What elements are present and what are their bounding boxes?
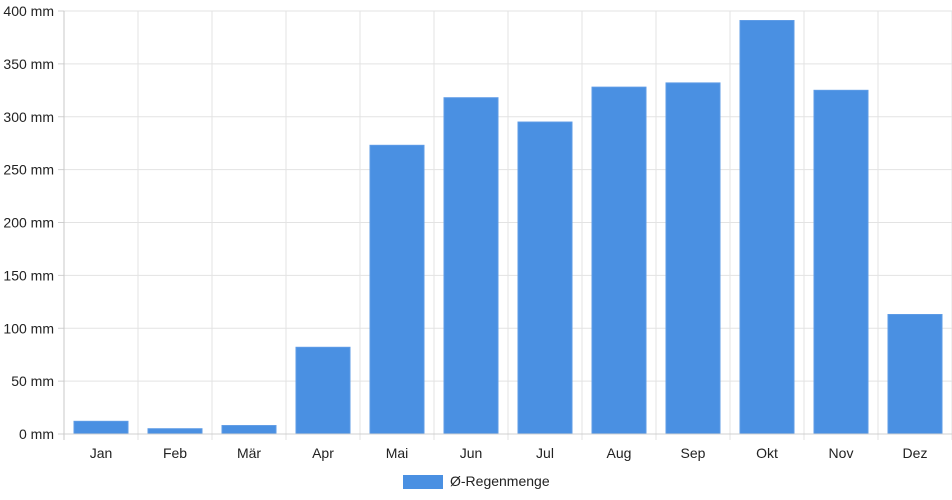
y-tick-label: 150 mm bbox=[3, 267, 54, 283]
bars bbox=[73, 20, 943, 435]
bar-mai[interactable] bbox=[369, 144, 425, 435]
x-tick-label: Dez bbox=[903, 445, 928, 461]
bar-nov[interactable] bbox=[813, 89, 869, 435]
bar-sep[interactable] bbox=[665, 82, 721, 435]
x-tick-label: Sep bbox=[681, 445, 706, 461]
bar-jul[interactable] bbox=[517, 121, 573, 435]
bar-feb[interactable] bbox=[147, 428, 203, 435]
grid-lines bbox=[64, 10, 952, 440]
bar-jun[interactable] bbox=[443, 97, 499, 435]
x-tick-label: Feb bbox=[163, 445, 187, 461]
x-tick-label: Jun bbox=[460, 445, 483, 461]
x-tick-label: Jul bbox=[536, 445, 554, 461]
x-tick-label: Mär bbox=[237, 445, 261, 461]
y-tick-label: 350 mm bbox=[3, 56, 54, 72]
bar-apr[interactable] bbox=[295, 346, 351, 435]
bar-jan[interactable] bbox=[73, 420, 129, 435]
y-tick-label: 300 mm bbox=[3, 109, 54, 125]
y-tick-label: 400 mm bbox=[3, 3, 54, 19]
bar-dez[interactable] bbox=[887, 314, 943, 435]
y-tick-label: 100 mm bbox=[3, 320, 54, 336]
legend[interactable]: Ø-Regenmenge bbox=[403, 473, 550, 489]
bar-okt[interactable] bbox=[739, 20, 795, 435]
x-tick-label: Nov bbox=[829, 445, 854, 461]
x-tick-label: Jan bbox=[90, 445, 113, 461]
y-tick-label: 250 mm bbox=[3, 162, 54, 178]
axes bbox=[58, 10, 952, 440]
x-axis-tick-labels: Jan Feb Mär Apr Mai Jun Jul Aug Sep Okt Nov Dez bbox=[90, 445, 928, 461]
legend-label[interactable]: Ø-Regenmenge bbox=[450, 473, 550, 489]
y-tick-label: 0 mm bbox=[19, 426, 54, 442]
y-axis-tick-labels: 0 mm 50 mm 100 mm 150 mm 200 mm 250 mm 300 mm 3… bbox=[3, 3, 54, 442]
y-tick-label: 200 mm bbox=[3, 215, 54, 231]
x-tick-label: Okt bbox=[756, 445, 778, 461]
legend-swatch[interactable] bbox=[403, 475, 443, 489]
bar-aug[interactable] bbox=[591, 86, 647, 435]
bar-mär[interactable] bbox=[221, 425, 277, 435]
x-tick-label: Mai bbox=[386, 445, 409, 461]
x-tick-label: Apr bbox=[312, 445, 334, 461]
x-tick-label: Aug bbox=[607, 445, 632, 461]
y-tick-label: 50 mm bbox=[11, 373, 54, 389]
